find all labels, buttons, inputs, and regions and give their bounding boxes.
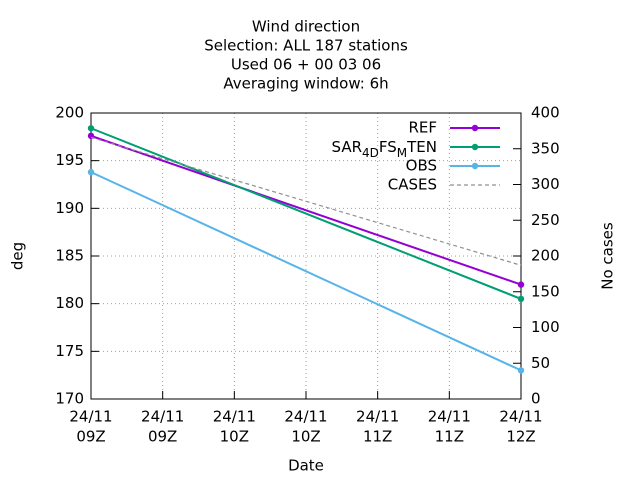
y2-tick-label: 300 — [531, 175, 560, 193]
legend-marker — [471, 162, 479, 170]
x-tick-label: 24/11 — [356, 408, 399, 426]
y2-tick-label: 100 — [531, 318, 560, 336]
data-point — [517, 281, 525, 288]
x-tick-label: 10Z — [220, 428, 249, 446]
legend-label: OBS — [406, 157, 437, 175]
y2-tick-label: 0 — [531, 390, 541, 408]
data-point — [87, 168, 95, 176]
series-line — [90, 134, 522, 286]
legend-marker — [471, 124, 479, 132]
legend-label: CASES — [388, 176, 437, 194]
y-axis-label: deg — [9, 242, 27, 270]
y-tick-label: 190 — [55, 199, 84, 217]
y2-tick-label: 200 — [531, 247, 560, 265]
x-tick-label: 24/11 — [69, 408, 112, 426]
plot-frame — [90, 112, 522, 400]
x-tick-label: 24/11 — [284, 408, 327, 426]
data-point — [517, 295, 525, 303]
x-tick-label: 09Z — [76, 428, 105, 446]
legend-label-part: SAR — [332, 138, 362, 156]
y2-tick-label: 400 — [531, 104, 560, 122]
x-tick-label: 24/11 — [213, 408, 256, 426]
legend-label-part: 4D — [362, 146, 379, 160]
y2-axis-label: No cases — [599, 222, 617, 290]
x-tick-label: 10Z — [291, 428, 320, 446]
x-tick-label: 24/11 — [499, 408, 542, 426]
legend-label-part: FS — [379, 138, 397, 156]
legend-label-part: M — [397, 146, 407, 160]
x-axis-label: Date — [288, 457, 324, 475]
y2-tick-label: 50 — [531, 354, 550, 372]
legend-label: SAR4DFSMTEN — [332, 138, 437, 160]
series-line — [90, 136, 522, 266]
legend-label: REF — [408, 119, 437, 137]
series-line — [90, 171, 522, 372]
legend-marker — [471, 143, 479, 151]
legend-label-part: TEN — [406, 138, 437, 156]
x-tick-label: 09Z — [148, 428, 177, 446]
x-tick-label: 11Z — [363, 428, 392, 446]
y-tick-label: 200 — [55, 104, 84, 122]
x-tick-label: 11Z — [435, 428, 464, 446]
series-line — [90, 127, 522, 300]
y2-tick-label: 150 — [531, 282, 560, 300]
data-point — [517, 367, 525, 374]
y-tick-label: 185 — [55, 247, 84, 265]
y-tick-label: 195 — [55, 151, 84, 169]
y2-tick-label: 350 — [531, 139, 560, 157]
x-tick-label: 24/11 — [141, 408, 184, 426]
chart-title: Selection: ALL 187 stations — [204, 37, 408, 55]
x-tick-label: 24/11 — [428, 408, 471, 426]
y-tick-label: 180 — [55, 294, 84, 312]
chart-title: Wind direction — [252, 18, 360, 36]
y-tick-label: 175 — [55, 342, 84, 360]
y2-tick-label: 250 — [531, 211, 560, 229]
y-tick-label: 170 — [55, 390, 84, 408]
chart-title: Used 06 + 00 03 06 — [231, 56, 381, 74]
chart-title: Averaging window: 6h — [223, 75, 388, 93]
x-tick-label: 12Z — [506, 428, 535, 446]
data-point — [87, 125, 95, 132]
